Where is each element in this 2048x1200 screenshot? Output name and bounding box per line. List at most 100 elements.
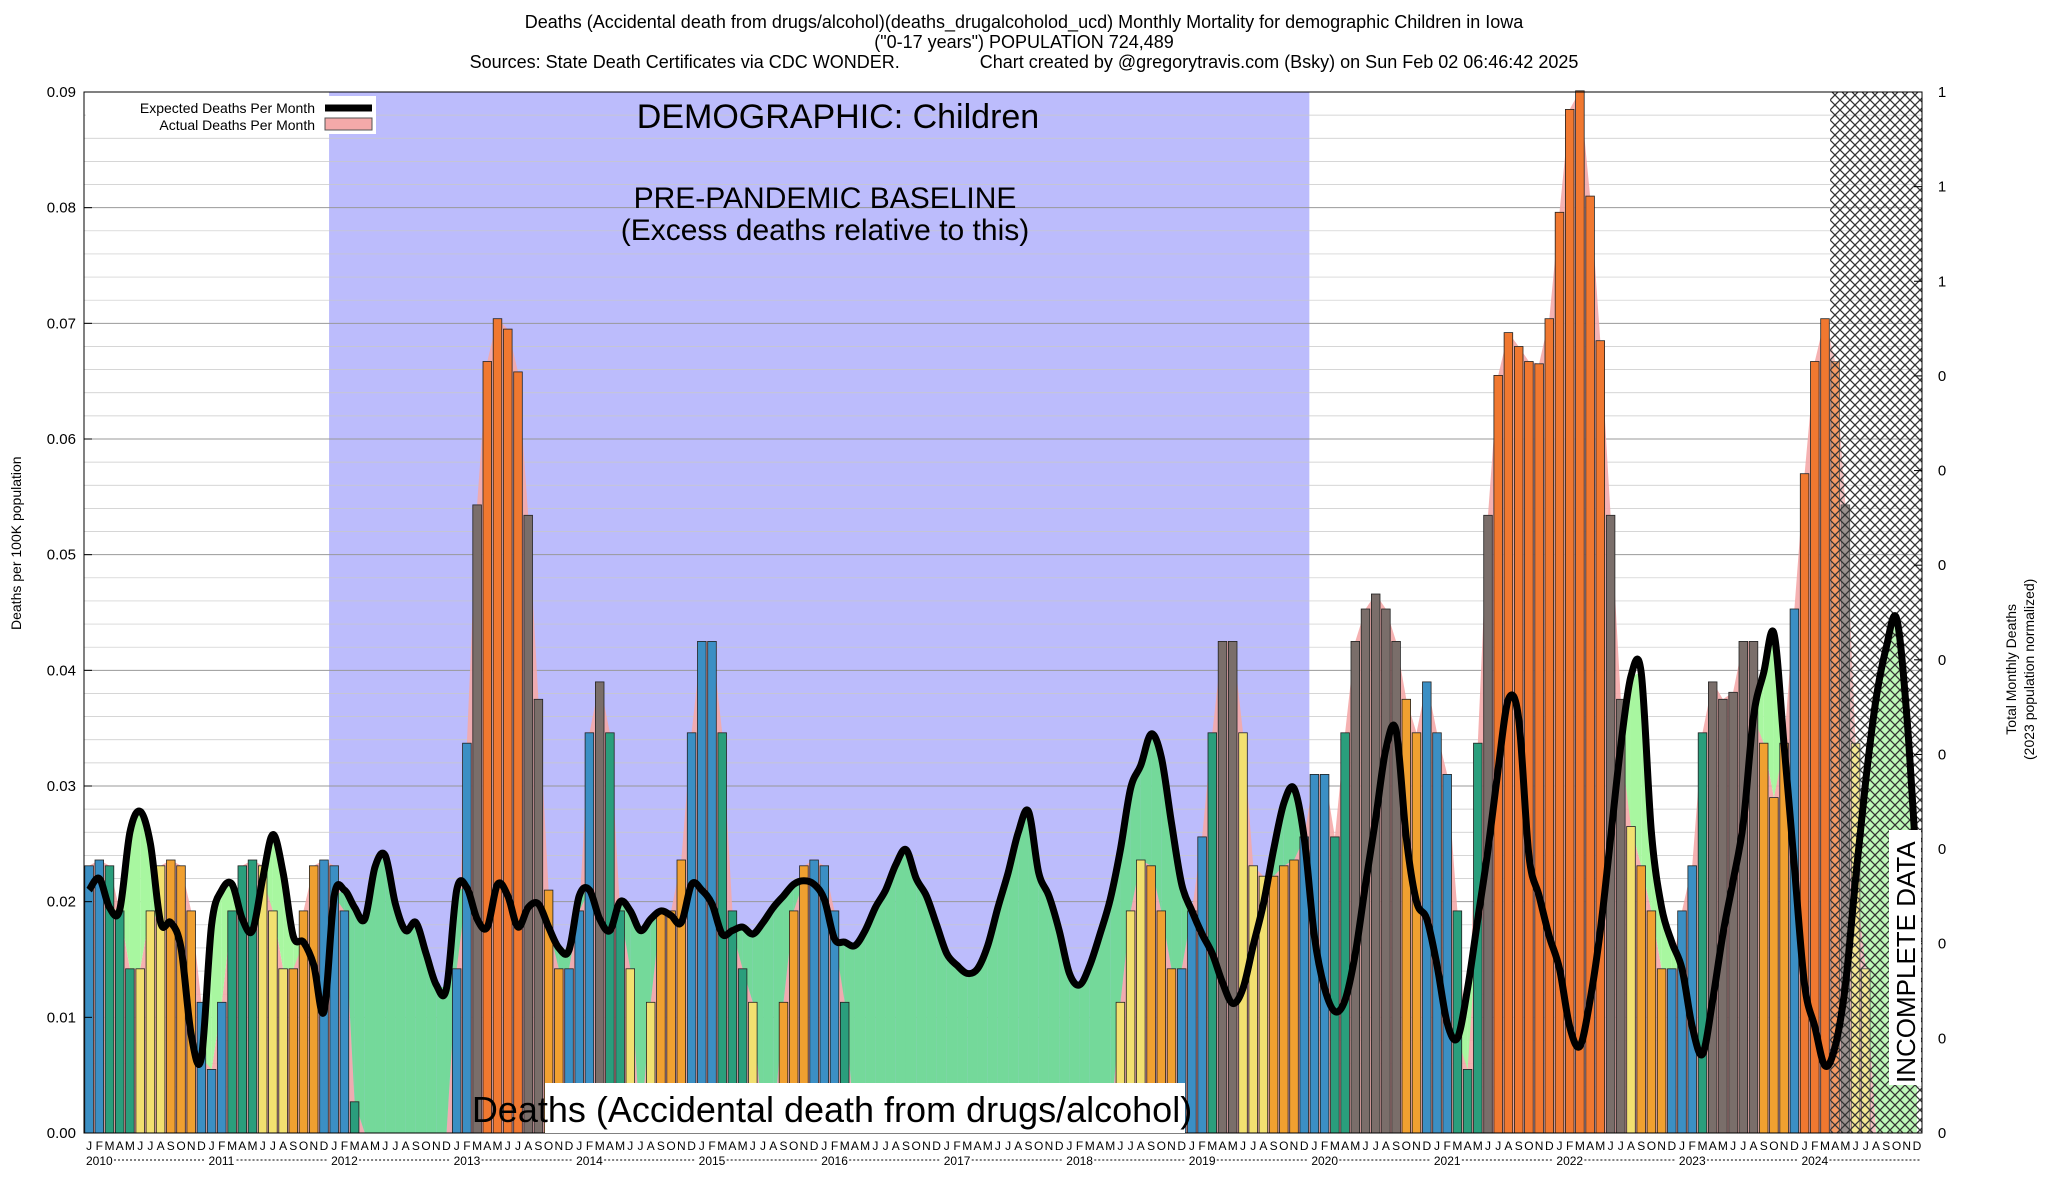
x-month-label: F <box>1566 1139 1573 1153</box>
y2-axis-label-line2: (2023 population normalized) <box>2021 578 2037 760</box>
data-bar <box>1524 361 1534 1134</box>
x-month-label: J <box>1485 1139 1491 1153</box>
x-month-label: J <box>86 1139 92 1153</box>
x-year-label: 2016 <box>821 1154 848 1168</box>
y2-tick-label: 0 <box>1938 557 1946 574</box>
legend: Expected Deaths Per Month Actual Deaths … <box>86 96 376 134</box>
x-month-label: A <box>1831 1139 1839 1153</box>
x-month-label: A <box>973 1139 981 1153</box>
x-year-label: 2020 <box>1311 1154 1338 1168</box>
x-month-label: M <box>1228 1139 1238 1153</box>
deficit-segment <box>1028 811 1039 1133</box>
x-month-label: J <box>638 1139 644 1153</box>
x-month-label: O <box>1892 1139 1901 1153</box>
data-bar <box>1820 318 1830 1134</box>
x-month-label: F <box>586 1139 593 1153</box>
deficit-segment <box>1018 811 1029 1133</box>
data-bar <box>1626 826 1636 1134</box>
x-month-label: M <box>227 1139 237 1153</box>
x-month-label: A <box>1504 1139 1512 1153</box>
baseline-label-2: (Excess deaths relative to this) <box>621 214 1030 247</box>
x-month-label: N <box>800 1139 809 1153</box>
x-month-label: F <box>953 1139 960 1153</box>
x-month-label: M <box>1330 1139 1340 1153</box>
incomplete-label: INCOMPLETE DATA <box>1891 841 1921 1083</box>
x-year-label: 2011 <box>209 1154 235 1168</box>
data-bar <box>206 1069 217 1134</box>
deficit-segment <box>936 924 947 1133</box>
data-bar <box>707 641 717 1134</box>
data-bar <box>278 968 288 1134</box>
x-month-label: D <box>1055 1139 1064 1153</box>
x-month-label: A <box>1749 1139 1757 1153</box>
deficit-segment <box>364 866 376 1133</box>
x-month-label: M <box>1575 1139 1585 1153</box>
data-bar <box>135 968 145 1134</box>
x-month-label: S <box>1760 1139 1768 1153</box>
data-bar <box>1422 681 1432 1134</box>
x-month-label: J <box>1608 1139 1614 1153</box>
x-month-label: A <box>157 1139 165 1153</box>
x-month-label: J <box>750 1139 756 1153</box>
deficit-segment <box>405 922 416 1133</box>
x-month-label: J <box>382 1139 388 1153</box>
data-bar <box>1330 836 1340 1134</box>
data-bar <box>1268 875 1279 1134</box>
x-month-label: D <box>320 1139 329 1153</box>
x-month-label: N <box>1535 1139 1544 1153</box>
x-month-label: M <box>125 1139 135 1153</box>
data-bar <box>1350 641 1361 1134</box>
x-month-label: S <box>902 1139 910 1153</box>
x-month-label: O <box>299 1139 308 1153</box>
y2-axis-label-line1: Total Monthly Deaths <box>2003 603 2019 735</box>
x-month-label: A <box>361 1139 369 1153</box>
x-month-label: A <box>238 1139 246 1153</box>
data-bar <box>268 910 278 1134</box>
chart-title-line2: ("0-17 years") POPULATION 724,489 <box>874 32 1174 52</box>
x-month-label: D <box>1422 1139 1431 1153</box>
x-month-label: S <box>1024 1139 1032 1153</box>
data-bar <box>94 859 105 1134</box>
data-bar <box>513 371 523 1134</box>
x-month-label: S <box>1515 1139 1523 1153</box>
x-month-label: J <box>1373 1139 1379 1153</box>
x-year-label: 2021 <box>1434 1154 1461 1168</box>
y2-tick-label: 0 <box>1938 841 1946 858</box>
deficit-segment <box>926 895 937 1133</box>
x-month-label: J <box>821 1139 827 1153</box>
actual-area-fill <box>84 90 1922 1133</box>
x-month-label: J <box>995 1139 1001 1153</box>
data-bar <box>1646 910 1657 1134</box>
x-month-label: F <box>463 1139 470 1153</box>
data-bar <box>1319 774 1330 1134</box>
x-month-label: O <box>1034 1139 1043 1153</box>
y-tick-label: 0.09 <box>47 84 76 101</box>
data-bar <box>1442 774 1452 1134</box>
x-year-label: 2024 <box>1801 1154 1828 1168</box>
x-month-label: J <box>1189 1139 1195 1153</box>
y2-tick-label: 0 <box>1938 1125 1946 1142</box>
data-bar <box>125 968 135 1134</box>
data-bar <box>1697 732 1708 1134</box>
x-month-label: J <box>872 1139 878 1153</box>
x-month-label: J <box>505 1139 511 1153</box>
x-month-label: S <box>289 1139 297 1153</box>
data-bar <box>1636 865 1646 1134</box>
x-month-label: N <box>1780 1139 1789 1153</box>
x-month-label: J <box>1066 1139 1072 1153</box>
data-bar <box>1289 859 1299 1134</box>
chart-title-line1: Deaths (Accidental death from drugs/alco… <box>524 12 1524 32</box>
x-month-label: F <box>218 1139 225 1153</box>
y2-tick-label: 0 <box>1938 746 1946 763</box>
x-month-label: J <box>760 1139 766 1153</box>
x-month-label: A <box>1341 1139 1349 1153</box>
x-month-label: M <box>962 1139 972 1153</box>
demographic-label: DEMOGRAPHIC: Children <box>637 98 1039 136</box>
x-month-label: J <box>147 1139 153 1153</box>
data-bar <box>1340 732 1350 1134</box>
data-bar <box>472 504 482 1134</box>
x-month-label: J <box>944 1139 950 1153</box>
x-month-label: M <box>1207 1139 1217 1153</box>
y-axis-label: Deaths per 100K population <box>8 456 24 630</box>
